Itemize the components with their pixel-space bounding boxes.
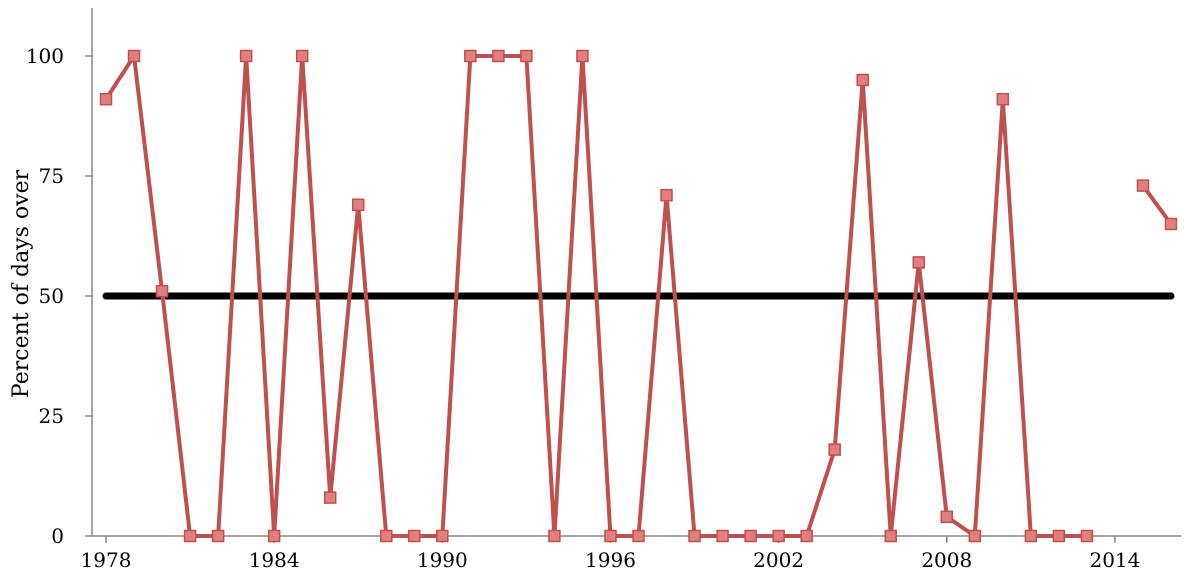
data-point-marker	[1164, 217, 1178, 231]
series-group	[104, 54, 1173, 538]
x-tick-label: 1990	[417, 548, 468, 572]
y-axis-title: Percent of days over	[9, 169, 34, 398]
data-point-marker	[211, 529, 225, 543]
data-point-marker	[520, 49, 533, 63]
data-point-marker	[576, 49, 589, 63]
data-point-marker	[436, 529, 449, 543]
data-point-marker	[912, 256, 926, 269]
x-tick-label: 1978	[81, 548, 132, 572]
data-point-marker	[1024, 529, 1038, 543]
x-tick-label: 2014	[1089, 548, 1140, 572]
data-point-marker	[99, 92, 113, 106]
y-tick-label: 100	[26, 44, 64, 68]
data-point-marker	[1052, 529, 1066, 543]
data-point-marker	[688, 529, 701, 543]
x-tick-label: 2008	[921, 548, 972, 572]
data-point-marker	[940, 510, 954, 524]
data-point-marker	[660, 188, 673, 202]
data-point-marker	[1136, 179, 1150, 192]
data-point-marker	[127, 49, 141, 63]
y-tick-label: 50	[39, 284, 64, 308]
data-point-marker	[1080, 529, 1094, 543]
data-point-marker	[996, 92, 1010, 106]
data-point-marker	[800, 529, 813, 543]
data-point-marker	[772, 529, 785, 543]
markers-group	[99, 49, 1178, 543]
data-point-marker	[295, 49, 309, 63]
series-line-segment	[104, 54, 1089, 538]
series-line-segment	[1140, 183, 1173, 226]
y-tick-label: 25	[39, 404, 64, 428]
data-point-marker	[968, 529, 982, 543]
data-point-marker	[828, 443, 841, 456]
x-tick-label: 1984	[249, 548, 300, 572]
data-point-marker	[548, 529, 561, 543]
data-point-marker	[267, 529, 281, 543]
data-point-marker	[408, 529, 421, 543]
x-tick-label: 2002	[753, 548, 804, 572]
data-point-marker	[492, 49, 505, 63]
data-point-marker	[239, 49, 253, 63]
data-point-marker	[744, 529, 757, 543]
data-point-marker	[856, 73, 869, 87]
data-point-marker	[380, 529, 393, 543]
data-point-marker	[884, 529, 897, 543]
data-point-marker	[183, 529, 197, 543]
data-point-marker	[716, 529, 729, 543]
data-point-marker	[604, 529, 617, 543]
data-point-marker	[155, 284, 169, 298]
y-tick-label: 75	[39, 164, 64, 188]
labels-group: 0 25 50 75 100 1978 1984 1990 1996 2002 2008 2014 Pe…	[9, 44, 1140, 572]
y-tick-label: 0	[51, 524, 64, 548]
data-point-marker	[323, 491, 337, 504]
data-point-marker	[351, 198, 365, 212]
data-point-marker	[632, 529, 645, 543]
x-tick-label: 1996	[585, 548, 636, 572]
data-point-marker	[464, 49, 477, 63]
